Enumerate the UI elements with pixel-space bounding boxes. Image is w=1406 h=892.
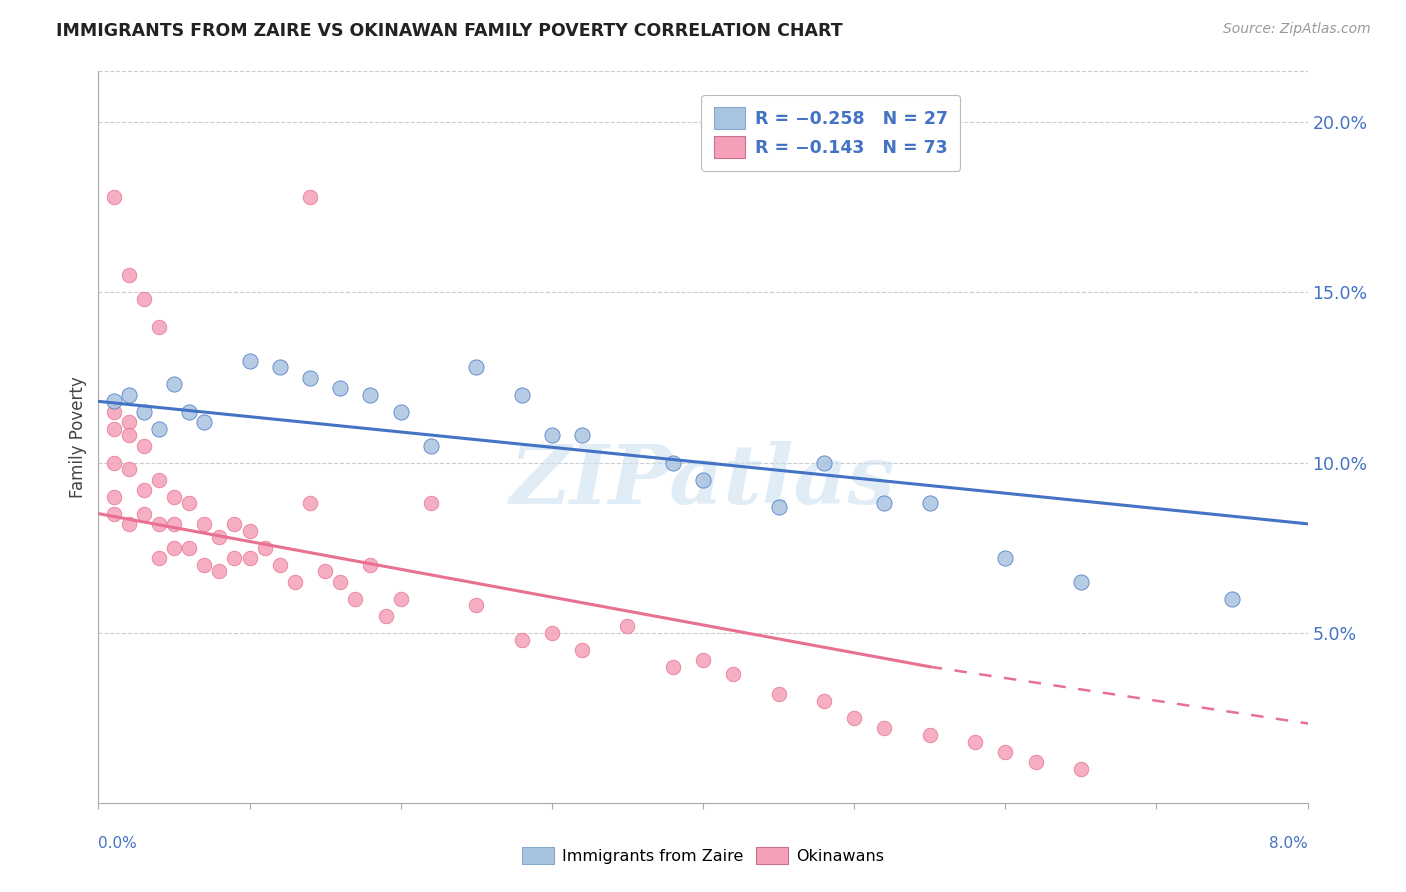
Point bbox=[132, 293, 155, 307]
Point bbox=[965, 734, 987, 748]
Point bbox=[103, 394, 125, 409]
Point bbox=[918, 496, 941, 510]
Point bbox=[179, 496, 201, 510]
Point bbox=[299, 496, 322, 510]
Point bbox=[360, 558, 382, 572]
Point bbox=[118, 415, 141, 429]
Point bbox=[118, 387, 141, 401]
Point bbox=[389, 404, 412, 418]
Point bbox=[148, 319, 170, 334]
Point bbox=[344, 591, 367, 606]
Point bbox=[179, 404, 201, 418]
Point bbox=[813, 456, 835, 470]
Point bbox=[510, 632, 533, 647]
Point bbox=[1070, 574, 1092, 589]
Point bbox=[132, 404, 155, 418]
Point bbox=[193, 558, 215, 572]
Point bbox=[994, 550, 1017, 565]
Text: ZIPatlas: ZIPatlas bbox=[510, 441, 896, 521]
Point bbox=[103, 507, 125, 521]
Point bbox=[389, 591, 412, 606]
Point bbox=[329, 574, 352, 589]
Point bbox=[103, 456, 125, 470]
Point bbox=[148, 421, 170, 435]
Point bbox=[768, 500, 790, 514]
Point bbox=[692, 473, 714, 487]
Point bbox=[661, 456, 683, 470]
Point bbox=[224, 550, 246, 565]
Point bbox=[239, 353, 262, 368]
Point bbox=[661, 659, 683, 673]
Point bbox=[813, 694, 835, 708]
Point bbox=[329, 381, 352, 395]
Text: 0.0%: 0.0% bbox=[98, 836, 138, 851]
Point bbox=[723, 666, 745, 681]
Point bbox=[208, 565, 231, 579]
Point bbox=[374, 608, 396, 623]
Point bbox=[103, 404, 125, 418]
Point bbox=[994, 745, 1017, 759]
Point bbox=[540, 625, 562, 640]
Y-axis label: Family Poverty: Family Poverty bbox=[69, 376, 87, 498]
Point bbox=[540, 428, 562, 442]
Point bbox=[148, 550, 170, 565]
Point bbox=[118, 462, 141, 476]
Text: IMMIGRANTS FROM ZAIRE VS OKINAWAN FAMILY POVERTY CORRELATION CHART: IMMIGRANTS FROM ZAIRE VS OKINAWAN FAMILY… bbox=[56, 22, 842, 40]
Point bbox=[132, 439, 155, 453]
Text: 8.0%: 8.0% bbox=[1268, 836, 1308, 851]
Point bbox=[465, 360, 488, 375]
Point bbox=[918, 728, 941, 742]
Point bbox=[148, 516, 170, 531]
Point bbox=[163, 516, 186, 531]
Point bbox=[299, 190, 322, 204]
Point bbox=[420, 496, 443, 510]
Text: Source: ZipAtlas.com: Source: ZipAtlas.com bbox=[1223, 22, 1371, 37]
Point bbox=[314, 565, 336, 579]
Point bbox=[299, 370, 322, 384]
Legend: R = −0.258   N = 27, R = −0.143   N = 73: R = −0.258 N = 27, R = −0.143 N = 73 bbox=[702, 95, 960, 170]
Point bbox=[269, 558, 291, 572]
Point bbox=[284, 574, 307, 589]
Point bbox=[360, 387, 382, 401]
Point bbox=[253, 541, 276, 555]
Point bbox=[269, 360, 291, 375]
Point bbox=[465, 599, 488, 613]
Point bbox=[193, 516, 215, 531]
Point bbox=[873, 721, 896, 735]
Point bbox=[1025, 755, 1047, 769]
Legend: Immigrants from Zaire, Okinawans: Immigrants from Zaire, Okinawans bbox=[516, 840, 890, 871]
Point bbox=[163, 490, 186, 504]
Point bbox=[768, 687, 790, 701]
Point bbox=[132, 483, 155, 497]
Point bbox=[103, 421, 125, 435]
Point bbox=[571, 642, 593, 657]
Point bbox=[571, 428, 593, 442]
Point bbox=[224, 516, 246, 531]
Point bbox=[1220, 591, 1243, 606]
Point bbox=[118, 268, 141, 283]
Point bbox=[510, 387, 533, 401]
Point bbox=[148, 473, 170, 487]
Point bbox=[844, 711, 866, 725]
Point bbox=[118, 428, 141, 442]
Point bbox=[163, 377, 186, 392]
Point bbox=[163, 541, 186, 555]
Point bbox=[616, 619, 638, 633]
Point bbox=[103, 490, 125, 504]
Point bbox=[193, 415, 215, 429]
Point bbox=[239, 524, 262, 538]
Point bbox=[208, 531, 231, 545]
Point bbox=[1070, 762, 1092, 776]
Point bbox=[239, 550, 262, 565]
Point bbox=[132, 507, 155, 521]
Point bbox=[873, 496, 896, 510]
Point bbox=[179, 541, 201, 555]
Point bbox=[118, 516, 141, 531]
Point bbox=[420, 439, 443, 453]
Point bbox=[692, 653, 714, 667]
Point bbox=[103, 190, 125, 204]
